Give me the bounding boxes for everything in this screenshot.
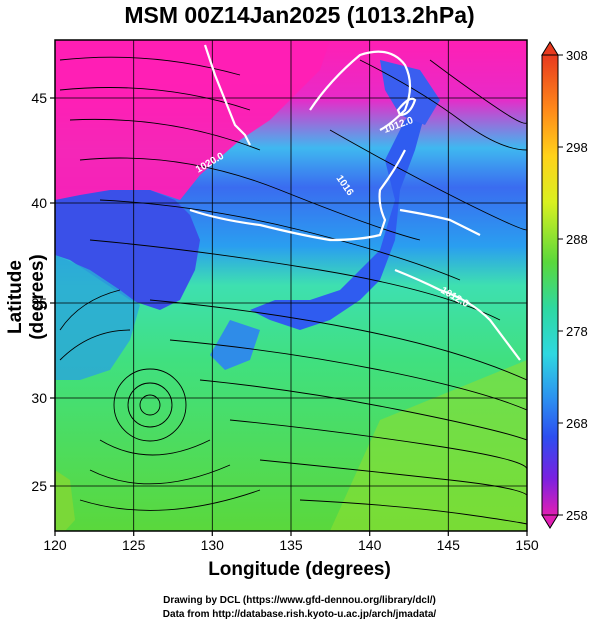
y-tick-45: 45 xyxy=(31,90,47,106)
colorbar-tick-288: 288 xyxy=(566,232,588,247)
colorbar-top-arrow xyxy=(541,41,559,56)
chart-title: MSM 00Z14Jan2025 (1013.2hPa) xyxy=(124,2,475,28)
credit-drawing: Drawing by DCL (https://www.gfd-dennou.o… xyxy=(163,595,436,606)
x-tick-120: 120 xyxy=(43,537,67,553)
colorbar-tick-258: 258 xyxy=(566,508,588,523)
x-tick-125: 125 xyxy=(122,537,146,553)
colorbar-bottom-arrow xyxy=(541,514,559,529)
x-tick-140: 140 xyxy=(358,537,382,553)
x-axis-label: Longitude (degrees) xyxy=(208,559,391,580)
y-tick-40: 40 xyxy=(31,195,47,211)
y-tick-25: 25 xyxy=(31,478,47,494)
colorbar: 308 298 288 278 268 258 xyxy=(541,41,588,529)
x-tick-135: 135 xyxy=(279,537,303,553)
colorbar-tick-298: 298 xyxy=(566,140,588,155)
y-tick-35: 35 xyxy=(31,295,47,311)
colorbar-tick-268: 268 xyxy=(566,416,588,431)
colorbar-tick-278: 278 xyxy=(566,324,588,339)
wind-streamlines xyxy=(59,56,527,525)
x-tick-130: 130 xyxy=(201,537,225,553)
x-tick-150: 150 xyxy=(515,537,539,553)
colorbar-bar xyxy=(541,54,559,516)
x-tick-145: 145 xyxy=(437,537,461,553)
colorbar-tick-308: 308 xyxy=(566,48,588,63)
y-tick-30: 30 xyxy=(31,390,47,406)
credit-data: Data from http://database.rish.kyoto-u.a… xyxy=(162,609,437,620)
grid-lines xyxy=(55,40,527,531)
axis-ticks xyxy=(50,97,528,536)
pressure-contours xyxy=(189,44,521,361)
